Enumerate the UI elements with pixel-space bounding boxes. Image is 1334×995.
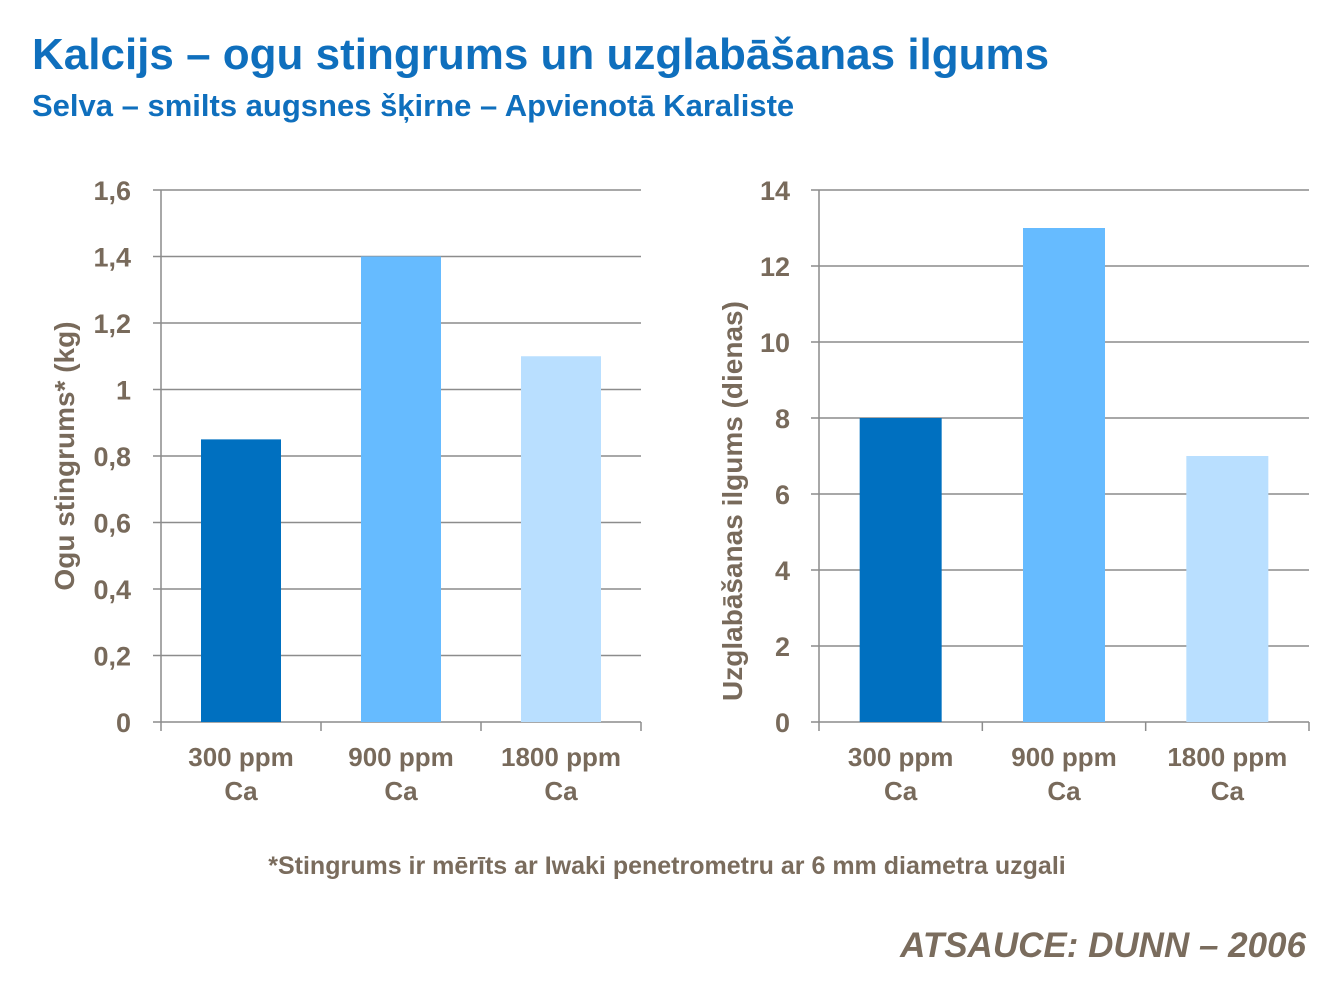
y-tick-label: 6	[775, 480, 790, 510]
footnote: *Stingrums ir mērīts ar Iwaki penetromet…	[268, 852, 1066, 880]
y-tick-label: 12	[760, 252, 790, 282]
page-title: Kalcijs – ogu stingrums un uzglabāšanas …	[32, 30, 1050, 79]
y-tick-label: 10	[760, 328, 790, 358]
y-tick-label: 1	[116, 376, 131, 406]
x-tick-label: 900 ppm	[348, 742, 454, 772]
y-tick-label: 0	[116, 708, 131, 738]
source-citation: ATSAUCE: DUNN – 2006	[900, 926, 1306, 965]
y-tick-label: 2	[775, 632, 790, 662]
x-tick-label: 900 ppm	[1011, 742, 1117, 772]
y-tick-label: 0,8	[93, 442, 131, 472]
y-tick-label: 0,6	[93, 509, 131, 539]
x-tick-label: Ca	[384, 776, 418, 806]
y-tick-label: 8	[775, 404, 790, 434]
bar	[361, 256, 441, 722]
bar	[201, 439, 281, 722]
x-tick-label: Ca	[224, 776, 258, 806]
y-axis-label: Uzglabāšanas ilgums (dienas)	[717, 301, 748, 701]
bar	[1186, 456, 1269, 722]
y-tick-label: 0	[775, 708, 790, 738]
bar	[1023, 228, 1105, 722]
bar	[521, 356, 601, 722]
bar	[859, 418, 942, 722]
y-tick-label: 1,2	[93, 309, 131, 339]
y-tick-label: 14	[760, 176, 790, 206]
y-tick-label: 1,6	[93, 176, 131, 206]
x-tick-label: Ca	[1047, 776, 1081, 806]
x-tick-label: Ca	[884, 776, 918, 806]
x-tick-label: 300 ppm	[848, 742, 954, 772]
x-tick-label: Ca	[544, 776, 578, 806]
page-subtitle: Selva – smilts augsnes šķirne – Apvienot…	[32, 88, 795, 123]
x-tick-label: Ca	[1211, 776, 1245, 806]
x-tick-label: 1800 ppm	[501, 742, 621, 772]
y-tick-label: 1,4	[93, 243, 131, 273]
x-tick-label: 1800 ppm	[1167, 742, 1287, 772]
y-axis-label: Ogu stingrums* (kg)	[49, 321, 80, 590]
y-tick-label: 0,2	[93, 642, 131, 672]
y-tick-label: 4	[775, 556, 790, 586]
x-tick-label: 300 ppm	[188, 742, 294, 772]
y-tick-label: 0,4	[93, 575, 131, 605]
